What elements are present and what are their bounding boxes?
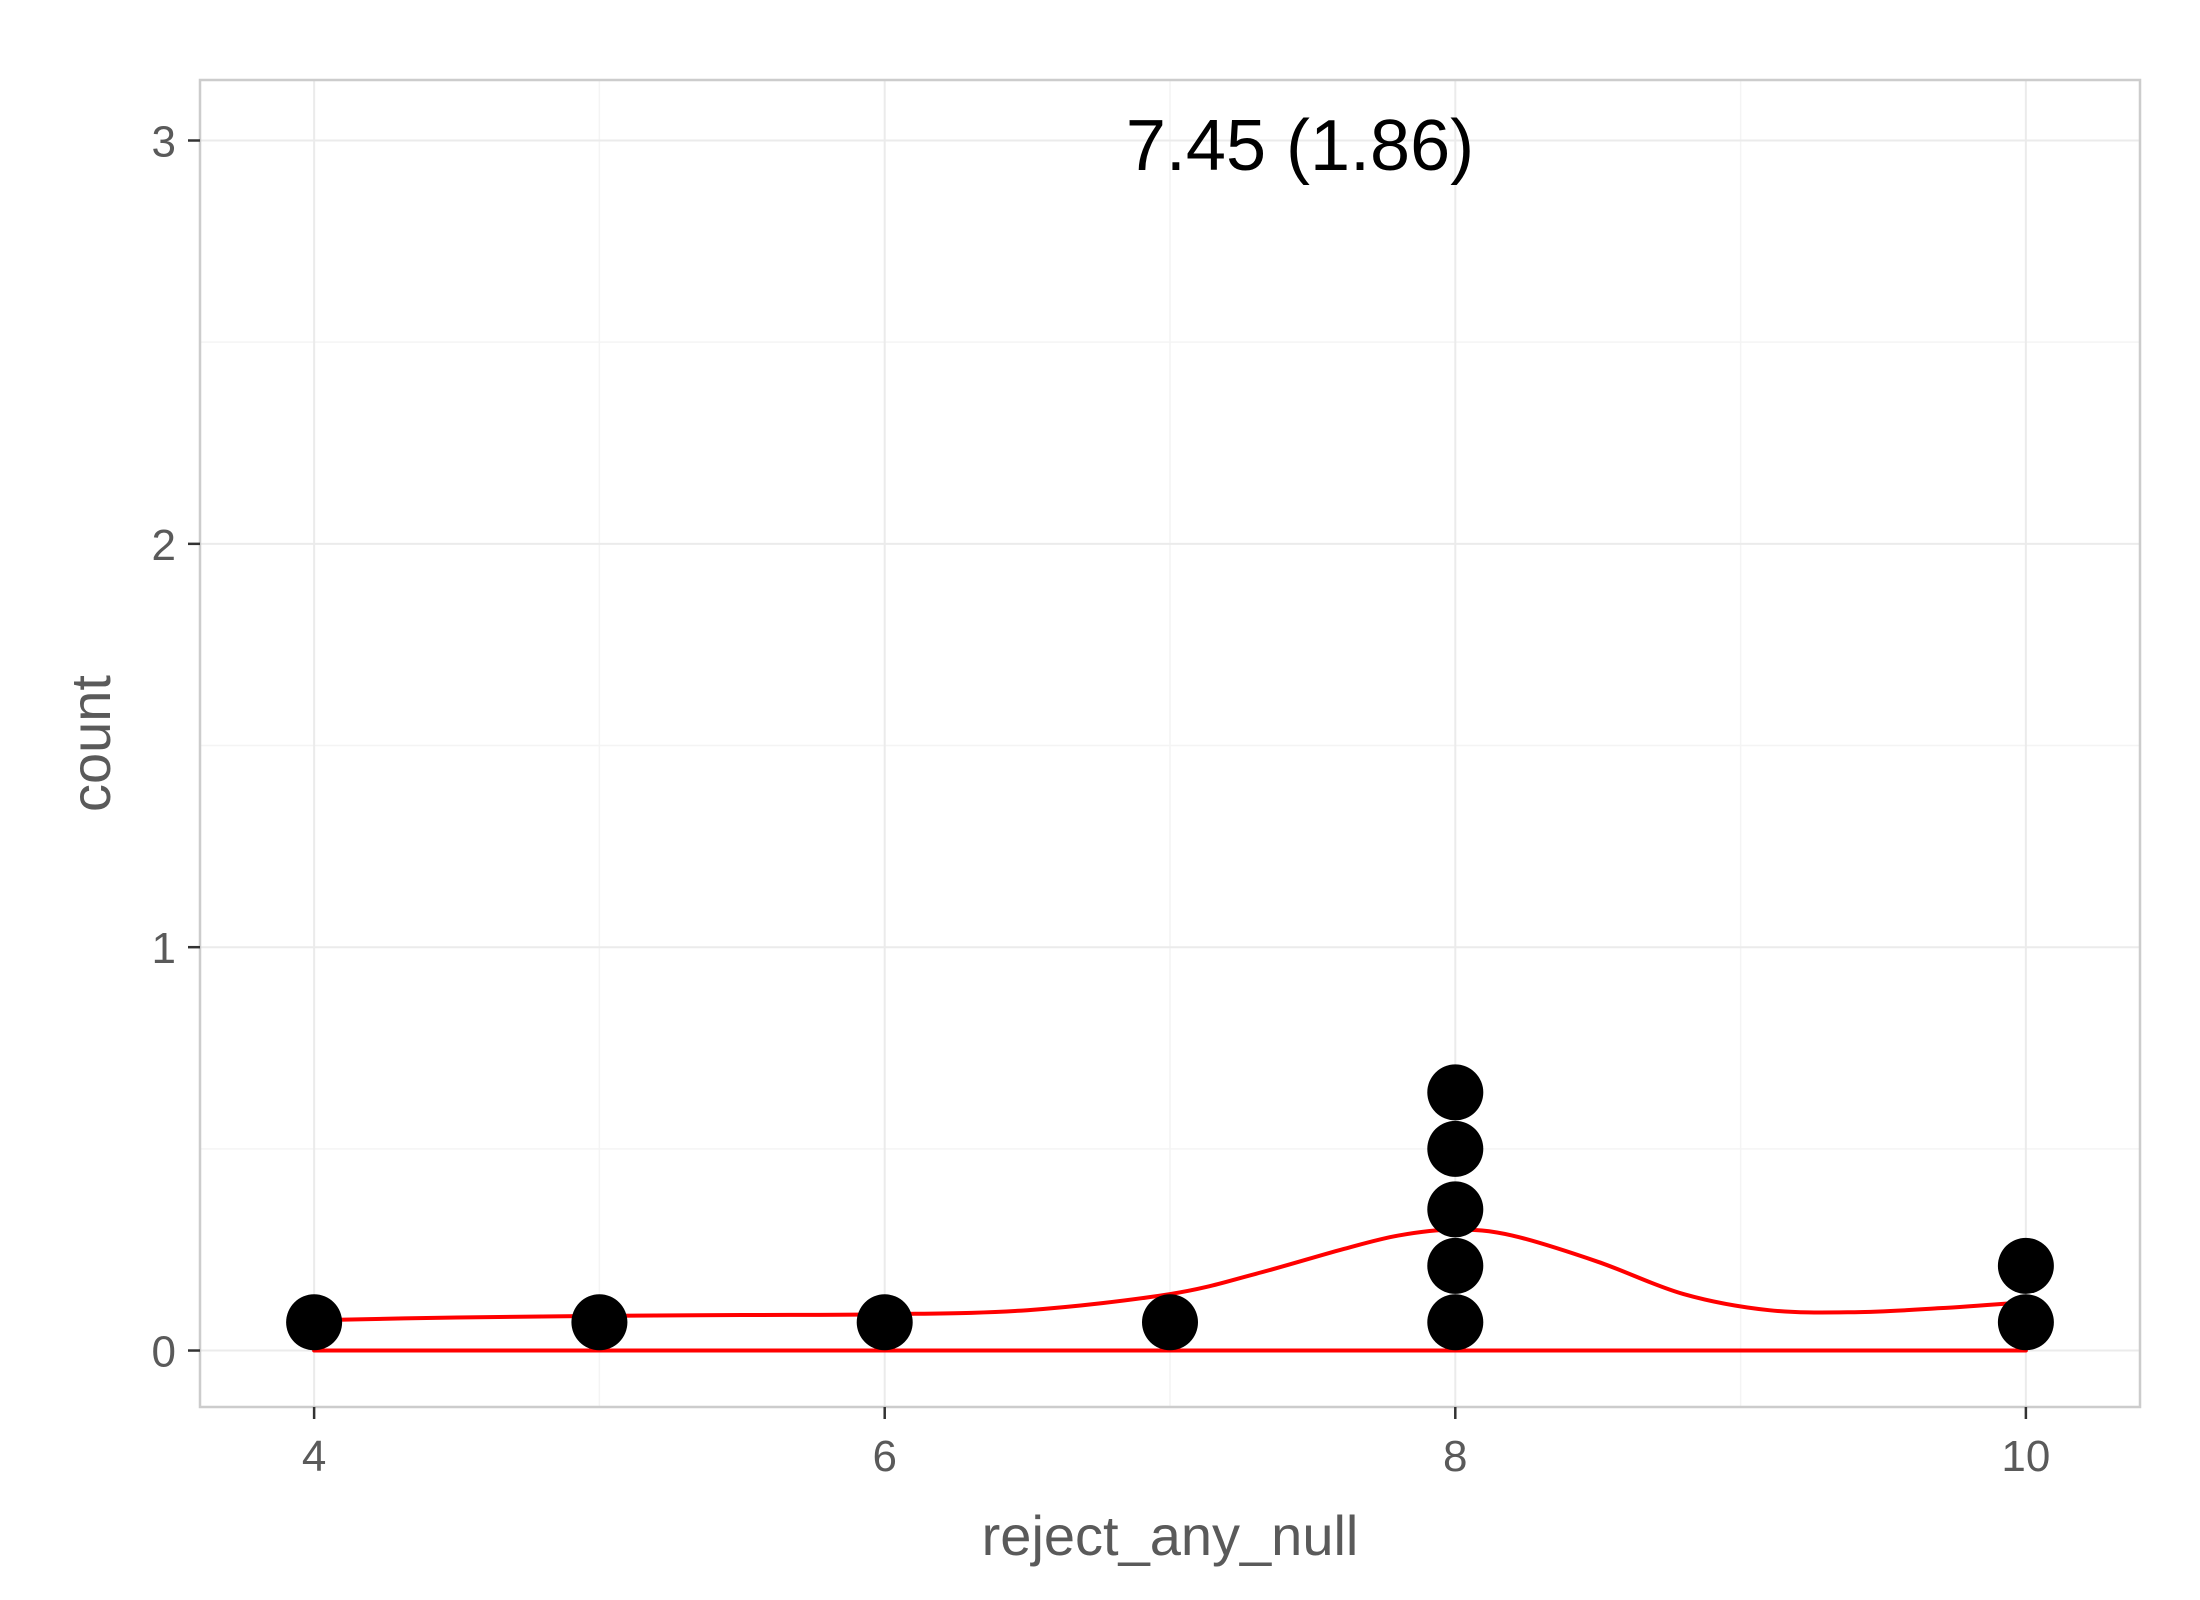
x-tick-labels: 4 6 8 10 <box>302 1432 2050 1481</box>
density-layer <box>312 1227 2028 1353</box>
data-point <box>1427 1120 1484 1177</box>
annotation-label: 7.45 (1.86) <box>1126 106 1474 186</box>
data-point <box>856 1294 913 1351</box>
y-axis-title: count <box>59 675 122 812</box>
data-point <box>1427 1294 1484 1351</box>
density-curve <box>312 1227 2028 1353</box>
y-tick-label: 2 <box>152 521 176 570</box>
y-tick-label: 3 <box>152 118 176 167</box>
data-point <box>1427 1237 1484 1294</box>
y-tick-label: 1 <box>152 924 176 973</box>
x-axis-title: reject_any_null <box>982 1504 1359 1567</box>
x-tick-label: 4 <box>302 1432 326 1481</box>
dots-layer <box>286 1064 2054 1351</box>
data-point <box>1997 1237 2054 1294</box>
x-tick-label: 8 <box>1443 1432 1467 1481</box>
y-tick-labels: 0 1 2 3 <box>152 118 176 1377</box>
data-point <box>1427 1181 1484 1238</box>
x-tick-label: 6 <box>872 1432 896 1481</box>
grid-minor <box>200 80 2140 1407</box>
data-point <box>1427 1064 1484 1121</box>
x-tick-label: 10 <box>2001 1432 2050 1481</box>
data-point <box>286 1294 343 1351</box>
y-tick-label: 0 <box>152 1328 176 1377</box>
data-point <box>1997 1294 2054 1351</box>
panel-border <box>198 78 2142 1409</box>
data-point <box>1142 1294 1198 1351</box>
axis-ticks <box>188 139 2028 1419</box>
data-point <box>571 1294 628 1351</box>
